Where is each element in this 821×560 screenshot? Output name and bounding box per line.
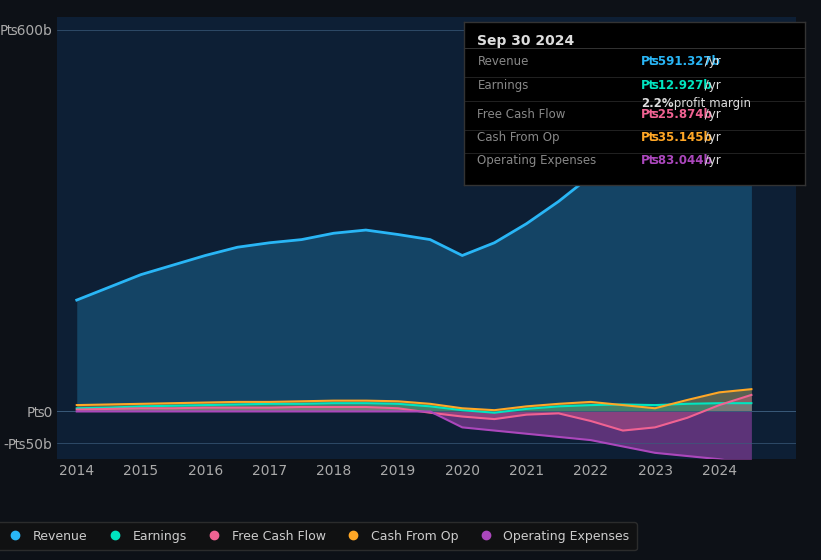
- Text: /yr: /yr: [700, 79, 720, 92]
- Text: /yr: /yr: [700, 109, 720, 122]
- Text: profit margin: profit margin: [670, 97, 751, 110]
- Text: ₧83.044b: ₧83.044b: [641, 154, 713, 167]
- Text: ₧591.327b: ₧591.327b: [641, 55, 721, 68]
- Text: ₧35.145b: ₧35.145b: [641, 131, 713, 144]
- Text: ₧25.874b: ₧25.874b: [641, 109, 713, 122]
- Text: Operating Expenses: Operating Expenses: [478, 154, 597, 167]
- Legend: Revenue, Earnings, Free Cash Flow, Cash From Op, Operating Expenses: Revenue, Earnings, Free Cash Flow, Cash …: [0, 522, 637, 550]
- Text: /yr: /yr: [700, 131, 720, 144]
- Text: Free Cash Flow: Free Cash Flow: [478, 109, 566, 122]
- Text: /yr: /yr: [700, 154, 720, 167]
- Text: Earnings: Earnings: [478, 79, 529, 92]
- Text: 2.2%: 2.2%: [641, 97, 674, 110]
- Text: Revenue: Revenue: [478, 55, 529, 68]
- Text: /yr: /yr: [700, 55, 720, 68]
- Text: Sep 30 2024: Sep 30 2024: [478, 34, 575, 48]
- Text: Cash From Op: Cash From Op: [478, 131, 560, 144]
- Text: ₧12.927b: ₧12.927b: [641, 79, 713, 92]
